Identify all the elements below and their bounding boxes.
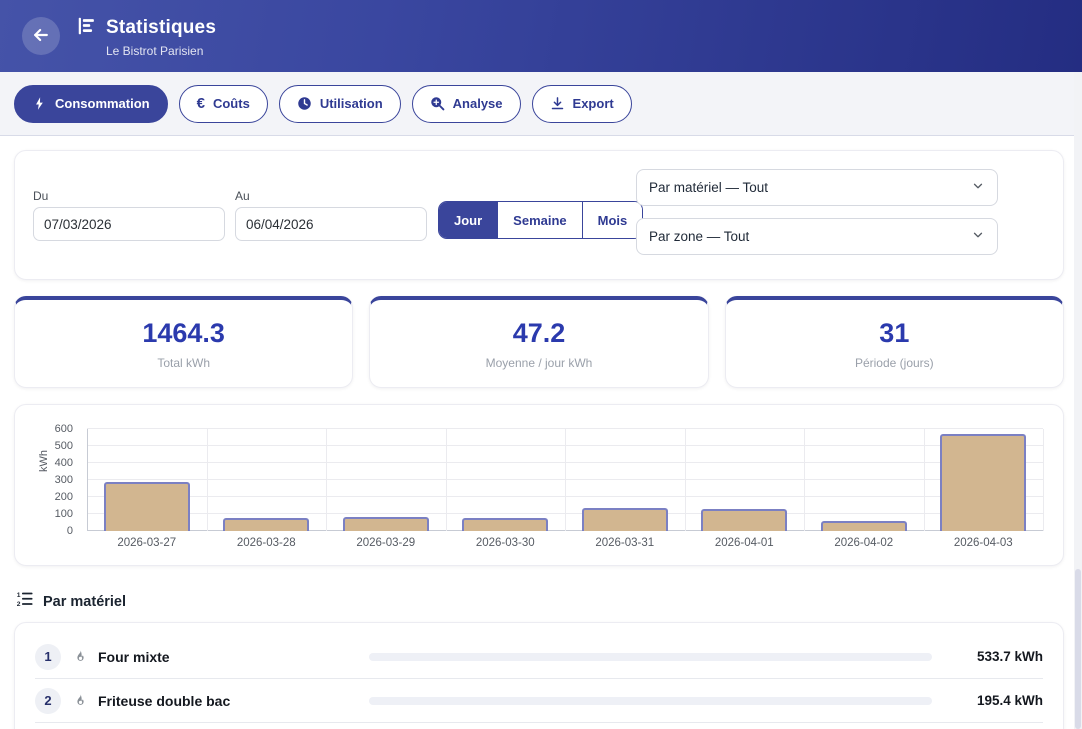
y-tick-label: 0 bbox=[66, 525, 73, 537]
equipment-row: 1 Four mixte 533.7 kWh bbox=[35, 635, 1043, 679]
stat-value: 31 bbox=[879, 317, 910, 348]
equipment-name: Friteuse double bac bbox=[98, 692, 231, 709]
date-to-input[interactable] bbox=[235, 207, 427, 241]
back-button[interactable] bbox=[22, 17, 60, 55]
tab-label: Consommation bbox=[55, 96, 150, 111]
zone-filter-select[interactable]: Par zone — Tout bbox=[636, 218, 998, 255]
tab-utilisation[interactable]: Utilisation bbox=[278, 84, 401, 123]
x-tick-label: 2026-03-27 bbox=[117, 537, 177, 549]
chart-bar bbox=[820, 520, 907, 531]
magnifier-plus-icon bbox=[430, 96, 445, 111]
y-tick-label: 500 bbox=[54, 440, 73, 452]
date-from-input[interactable] bbox=[33, 207, 225, 241]
chevron-down-icon bbox=[971, 179, 985, 196]
tab-label: Export bbox=[572, 96, 614, 111]
app-header: Statistiques Le Bistrot Parisien bbox=[0, 0, 1082, 72]
chart-bar bbox=[462, 518, 549, 531]
bar-chart-icon bbox=[76, 15, 98, 42]
rank-badge: 2 bbox=[35, 687, 61, 714]
y-tick-label: 600 bbox=[54, 423, 73, 435]
material-filter-value: Par matériel — Tout bbox=[649, 180, 769, 195]
chart-bar bbox=[342, 517, 429, 531]
consumption-chart-card: kWh 0 100 200 300 400 500 600 2026-03-27 2026-0… bbox=[14, 404, 1064, 566]
x-tick-label: 2026-04-01 bbox=[714, 537, 774, 549]
tab-bar: Consommation € Coûts Utilisation Analyse… bbox=[0, 72, 1082, 136]
lightning-icon bbox=[32, 96, 47, 111]
granularity-semaine-button[interactable]: Semaine bbox=[497, 202, 582, 238]
equipment-value: 195.4 kWh bbox=[976, 693, 1043, 708]
equipment-section-title: Par matériel bbox=[43, 593, 127, 610]
scrollbar[interactable] bbox=[1074, 72, 1082, 729]
equipment-list-card: 1 Four mixte 533.7 kWh 2 Friteuse double… bbox=[14, 622, 1064, 729]
equipment-row: 2 Friteuse double bac 195.4 kWh bbox=[35, 679, 1043, 723]
zone-filter-value: Par zone — Tout bbox=[649, 229, 750, 244]
flame-icon bbox=[73, 693, 88, 708]
page-title: Statistiques bbox=[106, 17, 217, 38]
x-tick-label: 2026-03-29 bbox=[356, 537, 416, 549]
material-filter-select[interactable]: Par matériel — Tout bbox=[636, 169, 998, 206]
equipment-usage-bar bbox=[369, 652, 932, 661]
stat-card-period: 31 Période (jours) bbox=[724, 296, 1064, 388]
arrow-left-icon bbox=[31, 25, 51, 48]
flame-icon bbox=[73, 649, 88, 664]
scrollbar-thumb[interactable] bbox=[1075, 569, 1081, 729]
download-icon bbox=[550, 96, 565, 111]
stat-cards-row: 1464.3 Total kWh 47.2 Moyenne / jour kWh… bbox=[14, 296, 1064, 388]
chart-bar bbox=[940, 434, 1027, 531]
equipment-usage-bar bbox=[369, 696, 932, 705]
equipment-name: Four mixte bbox=[98, 648, 170, 665]
stat-label: Période (jours) bbox=[854, 355, 934, 370]
granularity-toggle: Jour Semaine Mois bbox=[438, 201, 644, 239]
chart-bar bbox=[103, 481, 190, 531]
stat-value: 47.2 bbox=[512, 317, 566, 348]
y-tick-label: 300 bbox=[54, 474, 73, 486]
date-to-label: Au bbox=[235, 189, 250, 203]
x-tick-label: 2026-03-28 bbox=[236, 537, 296, 549]
tab-consommation[interactable]: Consommation bbox=[14, 84, 168, 123]
svg-text:2: 2 bbox=[17, 601, 21, 608]
tab-label: Analyse bbox=[452, 96, 503, 111]
chart-bar bbox=[223, 518, 310, 531]
y-tick-label: 200 bbox=[54, 491, 73, 504]
svg-text:1: 1 bbox=[17, 592, 21, 599]
x-tick-label: 2026-04-02 bbox=[834, 537, 894, 549]
date-from-label: Du bbox=[33, 189, 49, 203]
chart-bar bbox=[701, 508, 788, 531]
tab-analyse[interactable]: Analyse bbox=[411, 84, 521, 123]
chart-plot bbox=[87, 428, 1044, 531]
granularity-jour-button[interactable]: Jour bbox=[439, 202, 498, 238]
chart-x-axis: 2026-03-27 2026-03-28 2026-03-29 2026-03-30… bbox=[87, 537, 1043, 549]
euro-icon: € bbox=[196, 95, 205, 112]
chevron-down-icon bbox=[971, 228, 985, 245]
y-tick-label: 400 bbox=[54, 457, 73, 470]
stat-label: Moyenne / jour kWh bbox=[485, 355, 593, 370]
tab-label: Coûts bbox=[212, 96, 250, 111]
rank-badge: 1 bbox=[35, 643, 61, 670]
granularity-mois-button[interactable]: Mois bbox=[581, 202, 643, 238]
x-tick-label: 2026-04-03 bbox=[953, 537, 1013, 549]
tab-couts[interactable]: € Coûts bbox=[178, 84, 268, 123]
tab-export[interactable]: Export bbox=[531, 84, 632, 123]
stat-label: Total kWh bbox=[157, 355, 210, 370]
page-subtitle: Le Bistrot Parisien bbox=[106, 43, 204, 58]
stat-card-total: 1464.3 Total kWh bbox=[14, 296, 354, 388]
clock-icon bbox=[297, 96, 312, 111]
equipment-value: 533.7 kWh bbox=[976, 649, 1043, 664]
x-tick-label: 2026-03-31 bbox=[595, 537, 655, 549]
x-tick-label: 2026-03-30 bbox=[475, 537, 535, 549]
tab-label: Utilisation bbox=[319, 96, 383, 111]
chart-y-axis: 0 100 200 300 400 500 600 bbox=[15, 423, 79, 537]
filters-card: Du Au Jour Semaine Mois Par matériel — T… bbox=[14, 150, 1064, 280]
stat-value: 1464.3 bbox=[142, 317, 225, 348]
stat-card-average: 47.2 Moyenne / jour kWh bbox=[369, 296, 709, 388]
chart-bar bbox=[581, 508, 668, 531]
y-tick-label: 100 bbox=[54, 508, 73, 521]
